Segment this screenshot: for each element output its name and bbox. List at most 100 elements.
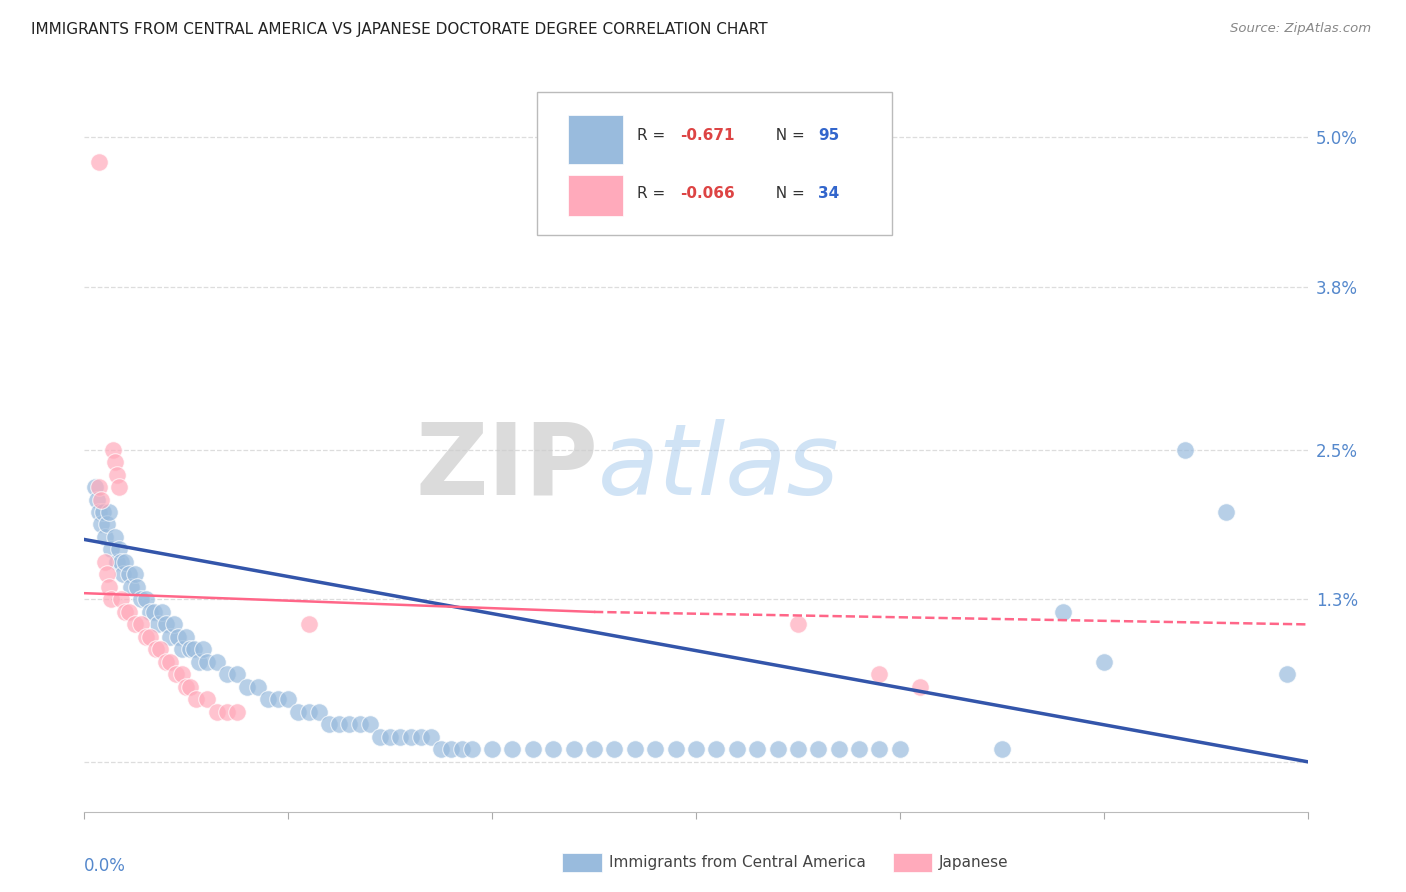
Point <box>172 642 194 657</box>
Point <box>522 742 544 756</box>
Point <box>114 605 136 619</box>
Text: 0.0%: 0.0% <box>84 856 127 875</box>
Point <box>135 592 157 607</box>
Point <box>1277 667 1299 681</box>
Point <box>461 742 484 756</box>
Point <box>359 717 381 731</box>
Text: Immigrants from Central America: Immigrants from Central America <box>609 855 866 870</box>
Point <box>179 680 201 694</box>
Point <box>430 742 453 756</box>
Point <box>277 692 299 706</box>
Point <box>828 742 851 756</box>
Point <box>155 617 177 632</box>
Point <box>399 730 422 744</box>
Text: IMMIGRANTS FROM CENTRAL AMERICA VS JAPANESE DOCTORATE DEGREE CORRELATION CHART: IMMIGRANTS FROM CENTRAL AMERICA VS JAPAN… <box>31 22 768 37</box>
Point <box>991 742 1014 756</box>
Point <box>848 742 870 756</box>
Point <box>150 605 173 619</box>
Point <box>186 692 208 706</box>
Point <box>93 555 115 569</box>
Point <box>131 617 153 632</box>
Point <box>205 655 228 669</box>
Point <box>112 567 135 582</box>
Point <box>110 555 132 569</box>
Point <box>97 580 120 594</box>
Point <box>87 480 110 494</box>
Point <box>420 730 443 744</box>
Text: ZIP: ZIP <box>415 418 598 516</box>
Text: -0.066: -0.066 <box>681 186 735 201</box>
Point <box>163 617 186 632</box>
Point <box>603 742 626 756</box>
Point <box>787 742 810 756</box>
Point <box>90 492 112 507</box>
Point <box>187 655 209 669</box>
Point <box>100 542 122 557</box>
Point <box>267 692 290 706</box>
Point <box>138 630 160 644</box>
Text: N =: N = <box>766 186 810 201</box>
Point <box>380 730 402 744</box>
Point <box>217 667 239 681</box>
Point <box>105 467 128 482</box>
Point <box>318 717 340 731</box>
Point <box>644 742 666 756</box>
Point <box>86 492 108 507</box>
Point <box>747 742 769 756</box>
Point <box>96 517 118 532</box>
Point <box>481 742 503 756</box>
Point <box>450 742 472 756</box>
Point <box>87 155 110 169</box>
Point <box>104 455 127 469</box>
Point <box>349 717 371 731</box>
Point <box>583 742 606 756</box>
Point <box>308 705 330 719</box>
Text: N =: N = <box>766 128 810 144</box>
Point <box>159 630 181 644</box>
Point <box>142 605 165 619</box>
Point <box>195 692 218 706</box>
Point <box>146 617 169 632</box>
Point <box>287 705 309 719</box>
Point <box>118 605 141 619</box>
Point <box>298 617 321 632</box>
Point <box>1215 505 1237 519</box>
Point <box>118 567 141 582</box>
Point <box>93 530 115 544</box>
Point <box>257 692 280 706</box>
Point <box>226 667 249 681</box>
Point <box>226 705 249 719</box>
Point <box>766 742 789 756</box>
Point <box>665 742 688 756</box>
Point <box>1052 605 1074 619</box>
Point <box>685 742 707 756</box>
Point <box>368 730 391 744</box>
FancyBboxPatch shape <box>568 115 623 163</box>
Point <box>787 617 810 632</box>
Point <box>174 630 197 644</box>
Point <box>502 742 524 756</box>
Point <box>165 667 187 681</box>
Point <box>138 605 160 619</box>
Point <box>205 705 228 719</box>
Point <box>1174 442 1197 457</box>
Point <box>114 555 136 569</box>
Point <box>543 742 565 756</box>
Point <box>869 742 891 756</box>
Point <box>725 742 748 756</box>
Point <box>236 680 259 694</box>
Point <box>105 555 128 569</box>
Point <box>124 617 146 632</box>
FancyBboxPatch shape <box>568 175 623 216</box>
Point <box>339 717 361 731</box>
Point <box>135 630 157 644</box>
Text: atlas: atlas <box>598 418 839 516</box>
Point <box>108 480 131 494</box>
Point <box>108 542 131 557</box>
Point <box>87 505 110 519</box>
Point <box>120 580 142 594</box>
Point <box>328 717 350 731</box>
Text: R =: R = <box>637 128 671 144</box>
Point <box>97 505 120 519</box>
Point <box>389 730 412 744</box>
